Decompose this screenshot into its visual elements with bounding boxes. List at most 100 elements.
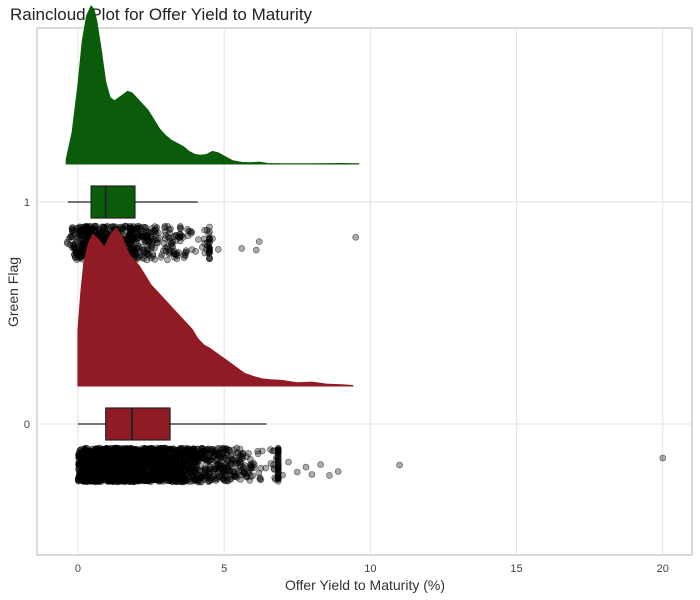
outlier-point (279, 471, 286, 479)
rain-point (205, 457, 212, 465)
rain-point (77, 229, 84, 236)
rain-point (117, 476, 124, 484)
rain-point (201, 226, 208, 234)
box-iqr-1 (90, 185, 136, 219)
chart-title: Raincloud Plot for Offer Yield to Maturi… (10, 5, 313, 24)
y-tick-label: 1 (24, 197, 30, 209)
rain-point (123, 476, 130, 484)
rain-point (144, 233, 152, 241)
rain-point (142, 448, 149, 456)
rain-point (262, 464, 270, 472)
rain-point (75, 254, 82, 262)
rain-point (177, 225, 185, 232)
rain-point (168, 242, 175, 250)
rain-point (197, 471, 204, 479)
rain-point (180, 448, 188, 456)
outlier-point (285, 458, 292, 466)
rain-point (214, 460, 222, 468)
rain-point (215, 466, 223, 474)
rain-point (161, 223, 169, 230)
x-axis-title: Offer Yield to Maturity (%) (285, 577, 445, 593)
rain-point (84, 227, 91, 235)
rain-point (222, 467, 229, 475)
rain-point (141, 224, 149, 231)
rain-point (224, 477, 231, 484)
rain-point (79, 471, 87, 479)
rain-point (192, 248, 199, 255)
rain-point (92, 463, 99, 470)
rain-point (158, 251, 166, 258)
outlier-point (252, 246, 260, 254)
rain-point (123, 464, 130, 472)
rain-point (168, 240, 175, 248)
rain-point (210, 467, 217, 474)
rain-point (270, 466, 278, 473)
rain-point (146, 456, 154, 464)
rain-point (226, 446, 233, 454)
rain-point (160, 240, 168, 247)
box-iqr-0 (105, 407, 171, 441)
rain-point (105, 455, 113, 463)
rain-point (155, 448, 163, 456)
rain-point (182, 459, 190, 466)
rain-point (177, 464, 185, 472)
rain-point (151, 256, 158, 263)
rain-point (209, 447, 217, 455)
rain-point (98, 229, 106, 236)
rain-point (117, 448, 124, 456)
rain-point (125, 445, 132, 453)
outlier-point (317, 461, 324, 468)
rain-point (198, 445, 206, 452)
outlier-point (302, 463, 310, 471)
rain-point (155, 229, 162, 237)
rain-point (195, 236, 202, 243)
outlier-point (308, 471, 316, 478)
rain-point (141, 248, 148, 256)
rain-point (177, 231, 184, 238)
rain-point (94, 447, 101, 455)
raincloud-layers (63, 5, 667, 486)
rain-point (234, 459, 241, 467)
rain-point (216, 453, 224, 460)
outlier-point (215, 246, 222, 253)
rain-point (81, 458, 89, 466)
rain-point (153, 224, 161, 231)
rain-point (149, 252, 157, 260)
rain-point (173, 250, 181, 257)
rain-point (97, 461, 105, 469)
outlier-point (209, 235, 216, 242)
x-tick-label: 20 (657, 563, 669, 575)
rain-point (73, 224, 81, 232)
rain-point (122, 453, 130, 461)
rain-point (109, 469, 116, 476)
rain-point (160, 247, 167, 255)
density-cloud-0 (77, 227, 354, 387)
rain-point (89, 471, 96, 478)
rain-point (231, 473, 238, 480)
rain-point (203, 465, 210, 473)
rain-point (237, 476, 244, 483)
rain-point (141, 229, 148, 236)
rain-point (144, 470, 152, 478)
rain-point (255, 469, 263, 477)
rain-point (256, 475, 264, 483)
rain-point (111, 459, 118, 467)
rain-point (149, 230, 157, 237)
rain-point (127, 239, 134, 246)
outlier-point (334, 468, 342, 475)
outlier-point (352, 234, 360, 241)
rain-point (181, 251, 188, 259)
rain-point (183, 473, 191, 481)
rain-point (170, 450, 177, 457)
rain-point (197, 455, 204, 462)
outlier-point (255, 238, 263, 245)
rain-point (254, 447, 262, 455)
rain-point (151, 471, 159, 478)
rain-point (206, 254, 213, 262)
rain-point (245, 450, 252, 457)
rain-point (83, 464, 90, 471)
y-axis-title: Green Flag (5, 257, 21, 327)
rain-point (239, 450, 247, 458)
rain-point (164, 233, 172, 241)
rain-point (133, 469, 140, 476)
